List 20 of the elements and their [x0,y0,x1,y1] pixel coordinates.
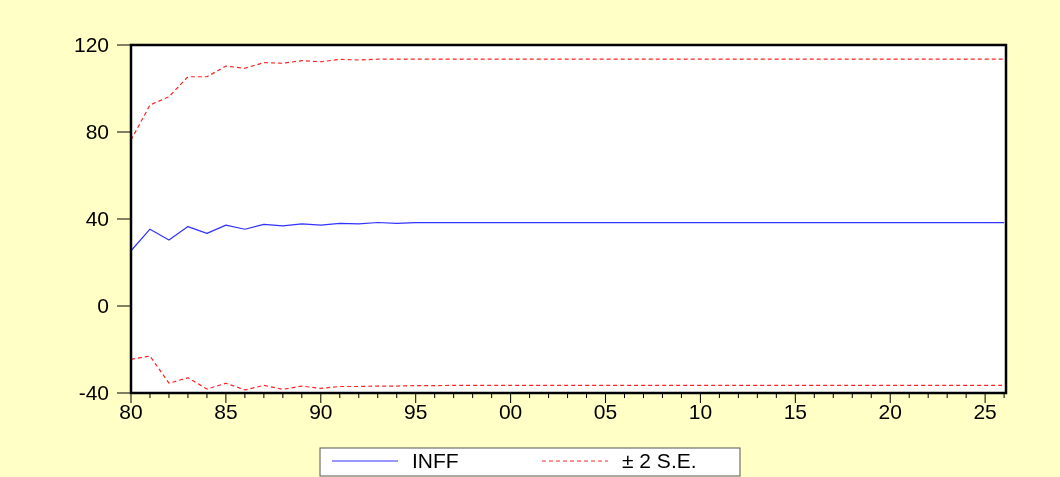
y-tick-label: 120 [73,33,109,57]
x-tick-label: 10 [688,400,713,423]
x-tick-label: 80 [119,400,143,423]
y-tick-label: -40 [78,381,109,405]
x-tick-label: 25 [973,400,997,423]
x-tick-label: 05 [593,400,618,423]
line-series [130,221,1005,252]
line-series [130,58,1005,141]
x-tick-label: 15 [783,400,807,423]
x-tick-label: 00 [498,400,523,423]
line-series [130,355,1005,391]
x-tick-label: 90 [309,400,333,423]
legend-label: ± 2 S.E. [622,449,697,473]
y-tick-label: 40 [85,207,109,231]
x-tick-label: 20 [878,400,902,423]
x-tick-label: 85 [214,400,238,423]
x-tick-label: 95 [404,400,428,423]
legend-label: INFF [412,449,459,473]
y-tick-label: 80 [85,120,109,144]
y-tick-label: 0 [97,294,109,318]
